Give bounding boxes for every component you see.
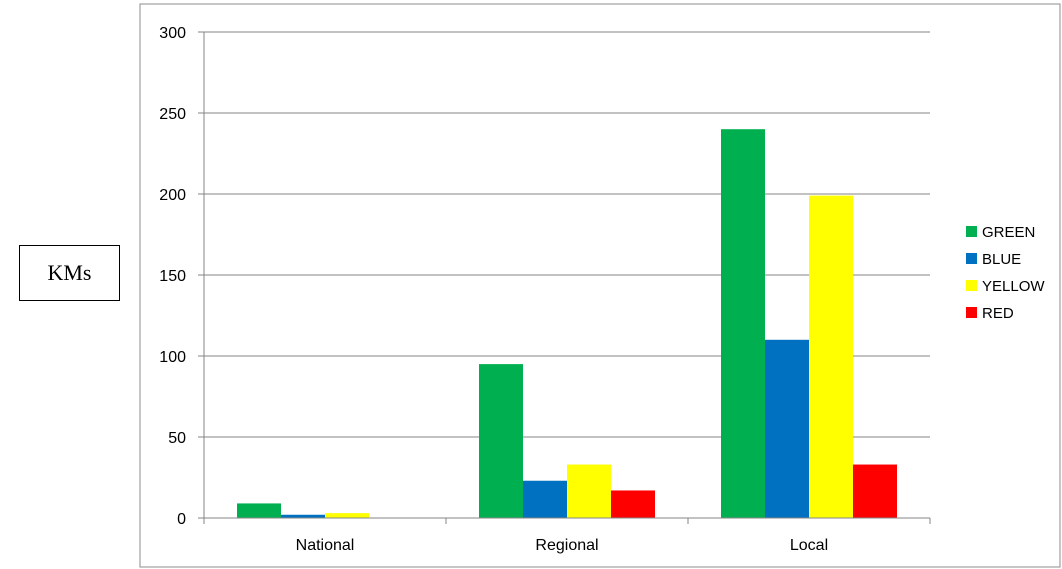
x-tick-label: Local xyxy=(790,537,828,554)
y-axis-label: KMs xyxy=(47,260,92,285)
legend-swatch-blue xyxy=(966,253,977,264)
bars xyxy=(237,129,897,518)
x-tick-label: Regional xyxy=(535,537,598,554)
bar-yellow-regional xyxy=(567,464,611,518)
bar-red-local xyxy=(853,464,897,518)
y-tick-label: 50 xyxy=(168,430,186,447)
bar-red-regional xyxy=(611,490,655,518)
legend-label-green: GREEN xyxy=(982,224,1035,241)
bar-yellow-local xyxy=(809,195,853,518)
legend-swatch-yellow xyxy=(966,280,977,291)
y-tick-label: 0 xyxy=(177,511,186,528)
bar-blue-local xyxy=(765,339,809,518)
y-tick-label: 300 xyxy=(159,25,186,42)
bar-blue-national xyxy=(281,514,325,518)
y-tick-label: 100 xyxy=(159,349,186,366)
legend-swatch-green xyxy=(966,226,977,237)
y-tick-label: 250 xyxy=(159,106,186,123)
bar-green-national xyxy=(237,503,281,518)
y-tick-label: 200 xyxy=(159,187,186,204)
legend-label-blue: BLUE xyxy=(982,251,1021,268)
bar-blue-regional xyxy=(523,480,567,518)
y-tick-label: 150 xyxy=(159,268,186,285)
legend-swatch-red xyxy=(966,307,977,318)
bar-green-local xyxy=(721,129,765,518)
legend-label-red: RED xyxy=(982,305,1014,322)
x-tick-label: National xyxy=(296,537,355,554)
legend-label-yellow: YELLOW xyxy=(982,278,1045,295)
y-tick-labels: 0 50 100 150 200 250 300 xyxy=(159,25,186,528)
axes xyxy=(203,32,931,524)
bar-yellow-national xyxy=(325,513,369,518)
y-axis-label-box: KMs xyxy=(19,245,120,301)
bar-green-regional xyxy=(479,364,523,518)
x-tick-labels: National Regional Local xyxy=(296,537,828,554)
legend: GREEN BLUE YELLOW RED xyxy=(966,224,1045,322)
